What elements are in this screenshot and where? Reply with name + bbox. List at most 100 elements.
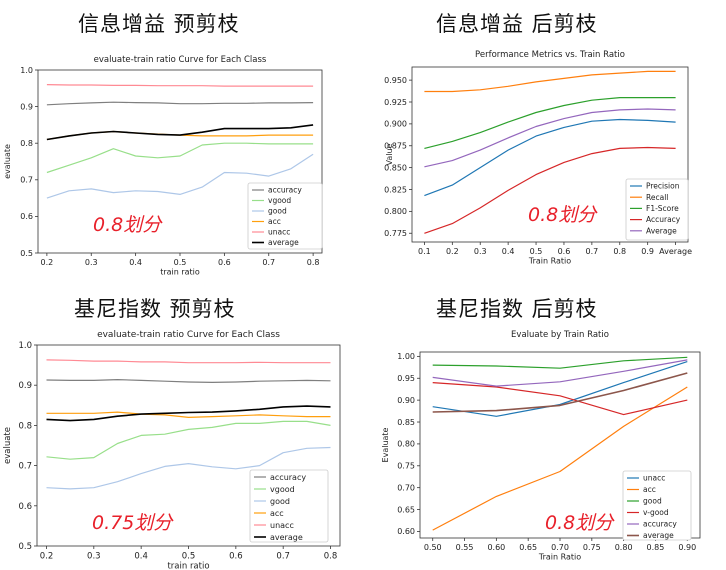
chart-gini-postpruning: Evaluate by Train Ratio 0.60 0.65 0.70 0.75 0… (381, 330, 701, 562)
y-tick-label: 0.75 (397, 462, 415, 471)
x-tick-label: 0.8 (307, 258, 320, 267)
y-tick-label: 0.925 (384, 98, 407, 107)
series-line-f1-score (424, 96, 676, 149)
plot-frame (411, 66, 689, 243)
y-tick-label: 0.90 (397, 396, 415, 405)
legend-label-acc: acc (643, 485, 656, 494)
x-tick-label: 0.65 (519, 543, 537, 552)
x-tick-label: 0.6 (229, 552, 243, 562)
y-tick-label: 0.85 (397, 418, 415, 427)
split-note-gini-postpruning: 0.8划分 (545, 512, 614, 534)
legend-label-recall: Recall (646, 193, 668, 202)
legend-label-average: Average (646, 226, 677, 235)
series-line-unacc (46, 84, 314, 87)
y-tick-label: 0.7 (20, 176, 33, 185)
y-tick-label: 0.6 (18, 502, 32, 512)
legend-label-average: average (643, 531, 674, 540)
y-tick-label: 0.800 (384, 207, 407, 216)
series-line-acc (432, 386, 688, 531)
x-tick-label: 0.2 (41, 258, 54, 267)
y-tick-label: 0.95 (397, 374, 415, 383)
legend-label-good: good (643, 497, 662, 506)
legend-box (622, 470, 692, 541)
x-tick-label: 0.75 (583, 543, 601, 552)
legend-label-f1-score: F1-Score (646, 204, 679, 213)
y-axis-label: evaluate (3, 144, 12, 179)
x-tick-label: 0.3 (87, 552, 101, 562)
x-tick-label: 0.3 (474, 247, 487, 256)
split-note-gini-prepruning: 0.75划分 (92, 512, 173, 534)
y-tick-label: 0.6 (20, 212, 33, 221)
x-tick-label: 0.6 (218, 258, 231, 267)
y-tick-label: 0.825 (384, 185, 407, 194)
x-tick-label: 0.4 (502, 247, 515, 256)
x-tick-label: 0.6 (558, 247, 571, 256)
y-tick-label: 0.65 (397, 505, 415, 514)
legend-label-unacc: unacc (270, 521, 294, 530)
legend-label-good: good (270, 497, 290, 506)
series-line-accuracy (46, 378, 331, 384)
series-line-acc (46, 411, 331, 419)
y-tick-label: 0.5 (20, 249, 33, 258)
y-tick-label: 0.9 (20, 102, 33, 111)
heading-gini-postpruning: 基尼指数 后剪枝 (436, 297, 598, 321)
series-line-recall (424, 70, 676, 93)
series-line-accuracy (46, 101, 314, 106)
y-axis-label: Value (385, 143, 394, 165)
y-axis-label: evaluate (3, 427, 13, 464)
legend-label-good: good (268, 207, 287, 216)
series-line-vgood (46, 420, 331, 460)
series-line-accuracy (424, 146, 676, 234)
split-note-info-gain-postpruning: 0.8划分 (528, 204, 597, 226)
y-tick-label: 0.850 (384, 163, 407, 172)
series-line-v-good (432, 382, 688, 416)
legend-label-accuracy: accuracy (268, 186, 302, 195)
x-tick-label: 0.3 (85, 258, 98, 267)
x-tick-label: 0.90 (678, 543, 696, 552)
legend-box (249, 469, 329, 543)
chart-info-gain-postpruning: Performance Metrics vs. Train Ratio 0.775… (384, 50, 692, 266)
x-axis-label: train ratio (160, 268, 200, 277)
x-axis-label: train ratio (167, 562, 209, 570)
series-line-accuracy (432, 359, 688, 387)
x-tick-label: 0.8 (324, 552, 338, 562)
x-tick-label: Average (659, 247, 692, 256)
series-line-average (46, 405, 331, 422)
chart-title: Performance Metrics vs. Train Ratio (475, 50, 625, 60)
x-tick-label: 0.55 (456, 543, 474, 552)
series-line-average (46, 124, 314, 141)
legend-label-acc: acc (270, 509, 284, 518)
legend-label-unacc: unacc (643, 474, 665, 483)
y-tick-label: 0.875 (384, 142, 407, 151)
y-tick-label: 0.80 (397, 440, 415, 449)
x-tick-label: 0.7 (276, 552, 290, 562)
series-line-vgood (46, 142, 314, 174)
legend-label-unacc: unacc (268, 228, 290, 237)
series-line-average (424, 108, 676, 168)
y-tick-label: 0.900 (384, 120, 407, 129)
chart-title: Evaluate by Train Ratio (511, 330, 609, 340)
x-tick-label: 0.7 (585, 247, 598, 256)
x-tick-label: 0.70 (551, 543, 569, 552)
x-tick-label: 0.9 (641, 247, 654, 256)
legend-label-accuracy: accuracy (270, 473, 306, 482)
x-tick-label: 0.2 (40, 552, 54, 562)
heading-gini-prepruning: 基尼指数 预剪枝 (74, 297, 236, 321)
y-tick-label: 0.8 (20, 139, 33, 148)
chart-info-gain-prepruning: evaluate-train ratio Curve for Each Clas… (3, 55, 323, 277)
y-tick-label: 0.70 (397, 483, 415, 492)
x-tick-label: 0.8 (613, 247, 626, 256)
y-tick-label: 0.60 (397, 527, 415, 536)
y-tick-label: 0.775 (384, 229, 407, 238)
x-tick-label: 0.50 (424, 543, 442, 552)
y-tick-label: 0.7 (18, 462, 32, 472)
x-axis-label: Train Ratio (538, 553, 581, 562)
legend-label-accuracy: Accuracy (646, 215, 681, 224)
heading-info-gain-prepruning: 信息增益 预剪枝 (78, 12, 240, 36)
x-tick-label: 0.4 (134, 552, 148, 562)
y-tick-label: 0.950 (384, 76, 407, 85)
series-line-average (432, 372, 688, 413)
legend-label-v-good: v-good (643, 508, 669, 517)
series-line-good (432, 356, 688, 369)
chart-title: evaluate-train ratio Curve for Each Clas… (97, 330, 280, 340)
